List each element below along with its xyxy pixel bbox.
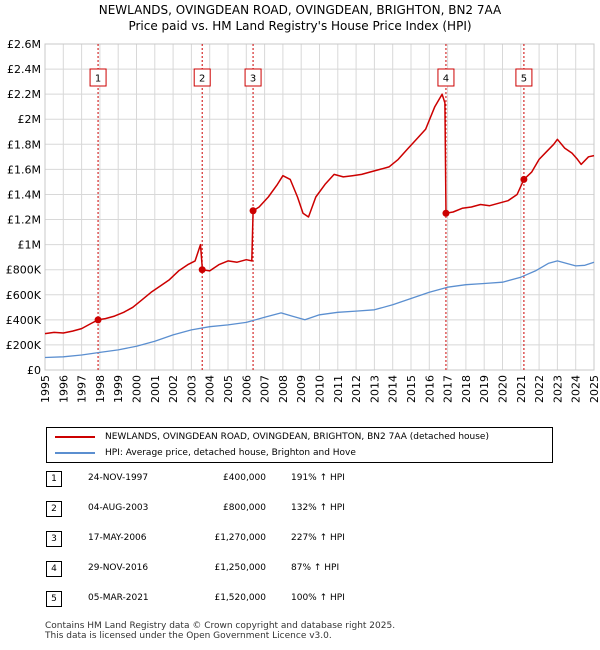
y-tick-label: £1.6M bbox=[7, 163, 41, 176]
y-tick-label: £200K bbox=[6, 339, 42, 352]
sale-point bbox=[520, 175, 528, 183]
sale-marker-box bbox=[193, 68, 211, 87]
y-tick-label: £2.6M bbox=[7, 38, 41, 51]
y-tick-label: £400K bbox=[6, 314, 42, 327]
sale-number-badge: 4 bbox=[46, 561, 62, 577]
sale-point bbox=[94, 316, 102, 324]
x-tick-label: 1996 bbox=[57, 375, 70, 403]
x-tick-label: 2009 bbox=[295, 375, 308, 403]
y-tick-label: £2M bbox=[18, 113, 42, 126]
sale-date: 17-MAY-2006 bbox=[88, 533, 147, 543]
x-tick-label: 2014 bbox=[387, 375, 400, 403]
sale-marker-box bbox=[437, 68, 455, 87]
sale-marker-label: 4 bbox=[443, 74, 449, 85]
x-tick-label: 2002 bbox=[167, 375, 180, 403]
sale-marker-label: 1 bbox=[95, 74, 101, 85]
x-tick-label: 2006 bbox=[240, 375, 253, 403]
y-tick-label: £0 bbox=[27, 364, 41, 377]
sale-hpi-change: 87% ↑ HPI bbox=[291, 563, 340, 573]
y-tick-label: £800K bbox=[6, 264, 42, 277]
legend-item-price: NEWLANDS, OVINGDEAN ROAD, OVINGDEAN, BRI… bbox=[55, 429, 489, 445]
sale-marker-label: 3 bbox=[250, 74, 256, 85]
sale-hpi-change: 100% ↑ HPI bbox=[291, 593, 345, 603]
sale-marker-box bbox=[515, 68, 533, 87]
sale-point bbox=[442, 209, 450, 217]
price-chart: 1995 1996 1997 1998 1999 2000 2001 2002 2003 2004… bbox=[6, 38, 600, 403]
x-tick-label: 2016 bbox=[423, 375, 436, 403]
sale-price: £1,520,000 bbox=[214, 593, 266, 603]
legend-item-hpi: HPI: Average price, detached house, Brig… bbox=[55, 445, 356, 461]
x-tick-label: 2023 bbox=[551, 375, 564, 403]
x-tick-label: 2012 bbox=[350, 375, 363, 403]
sale-number-badge: 2 bbox=[46, 501, 62, 517]
x-tick-label: 2001 bbox=[149, 375, 162, 403]
y-tick-label: £2.2M bbox=[7, 88, 41, 101]
sale-date: 05-MAR-2021 bbox=[88, 593, 149, 603]
sale-price: £800,000 bbox=[223, 503, 266, 513]
y-tick-label: £1.4M bbox=[7, 188, 41, 201]
x-tick-label: 2017 bbox=[442, 375, 455, 403]
x-tick-label: 2020 bbox=[497, 375, 510, 403]
y-tick-label: £1.2M bbox=[7, 214, 41, 227]
legend: NEWLANDS, OVINGDEAN ROAD, OVINGDEAN, BRI… bbox=[46, 427, 553, 463]
x-tick-label: 2022 bbox=[533, 375, 546, 403]
x-tick-label: 2004 bbox=[204, 375, 217, 403]
x-tick-label: 1997 bbox=[76, 375, 89, 403]
plot-frame bbox=[44, 43, 595, 371]
x-tick-label: 2018 bbox=[460, 375, 473, 403]
x-tick-label: 2008 bbox=[277, 375, 290, 403]
y-tick-label: £600K bbox=[6, 289, 42, 302]
sale-price: £1,250,000 bbox=[214, 563, 266, 573]
price-series-line bbox=[44, 93, 595, 335]
sale-price: £400,000 bbox=[223, 473, 266, 483]
sale-hpi-change: 191% ↑ HPI bbox=[291, 473, 345, 483]
sale-number-badge: 5 bbox=[46, 591, 62, 607]
sale-date: 29-NOV-2016 bbox=[88, 563, 149, 573]
footer-copyright: Contains HM Land Registry data © Crown c… bbox=[45, 621, 396, 631]
x-tick-label: 2003 bbox=[185, 375, 198, 403]
x-tick-label: 1995 bbox=[39, 375, 52, 403]
hpi-series-line bbox=[44, 260, 595, 359]
footer: Contains HM Land Registry data © Crown c… bbox=[45, 621, 395, 641]
sale-marker-label: 5 bbox=[521, 74, 527, 85]
x-tick-label: 2024 bbox=[570, 375, 583, 403]
x-tick-label: 1999 bbox=[112, 375, 125, 403]
chart-title-block: NEWLANDS, OVINGDEAN ROAD, OVINGDEAN, BRI… bbox=[0, 2, 600, 34]
x-tick-label: 2011 bbox=[332, 375, 345, 403]
sale-price: £1,270,000 bbox=[214, 533, 266, 543]
sale-date: 04-AUG-2003 bbox=[88, 503, 149, 513]
y-tick-label: £2.4M bbox=[7, 63, 41, 76]
sale-hpi-change: 132% ↑ HPI bbox=[291, 503, 345, 513]
legend-hpi-label: HPI: Average price, detached house, Brig… bbox=[105, 448, 356, 458]
legend-price-swatch bbox=[55, 435, 95, 438]
x-tick-label: 2019 bbox=[478, 375, 491, 403]
sale-marker-label: 2 bbox=[199, 74, 205, 85]
sale-hpi-change: 227% ↑ HPI bbox=[291, 533, 345, 543]
sale-point bbox=[198, 266, 206, 274]
x-tick-label: 2021 bbox=[515, 375, 528, 403]
sale-number-badge: 3 bbox=[46, 531, 62, 547]
x-tick-label: 2000 bbox=[131, 375, 144, 403]
x-tick-label: 2007 bbox=[259, 375, 272, 403]
y-tick-label: £1M bbox=[18, 239, 42, 252]
legend-hpi-swatch bbox=[55, 451, 95, 454]
x-tick-label: 2010 bbox=[314, 375, 327, 403]
x-tick-label: 2015 bbox=[405, 375, 418, 403]
sale-marker-box bbox=[89, 68, 107, 87]
y-tick-label: £1.8M bbox=[7, 138, 41, 151]
sale-number-badge: 1 bbox=[46, 471, 62, 487]
x-tick-label: 2013 bbox=[368, 375, 381, 403]
x-tick-label: 2005 bbox=[222, 375, 235, 403]
chart-title: NEWLANDS, OVINGDEAN ROAD, OVINGDEAN, BRI… bbox=[98, 3, 502, 17]
legend-price-label: NEWLANDS, OVINGDEAN ROAD, OVINGDEAN, BRI… bbox=[105, 432, 489, 442]
x-tick-label: 2025 bbox=[588, 375, 600, 403]
sale-point bbox=[249, 207, 257, 215]
x-tick-label: 1998 bbox=[94, 375, 107, 403]
sale-date: 24-NOV-1997 bbox=[88, 473, 149, 483]
sale-marker-box bbox=[244, 68, 262, 87]
footer-licence: This data is licensed under the Open Gov… bbox=[45, 631, 332, 641]
chart-subtitle: Price paid vs. HM Land Registry's House … bbox=[128, 19, 472, 33]
